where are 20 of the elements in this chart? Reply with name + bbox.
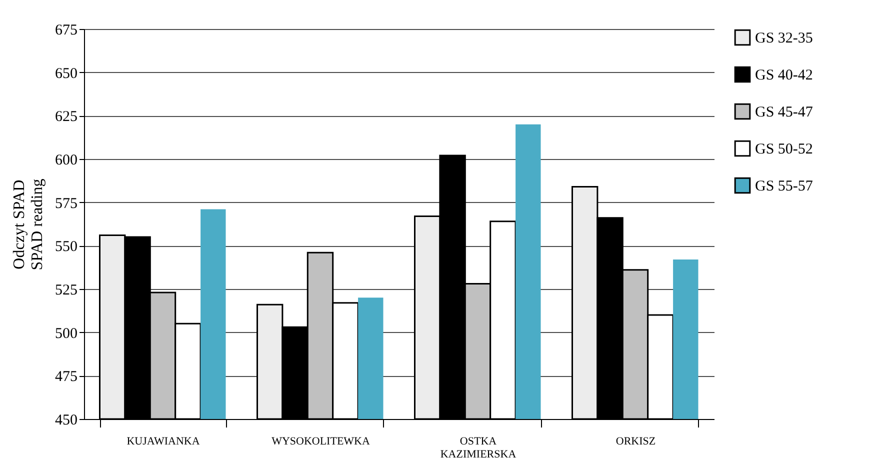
- legend-label: GS 45-47: [755, 104, 814, 120]
- y-tick-label: 475: [55, 369, 78, 386]
- y-tick-label: 650: [55, 66, 78, 82]
- y-tick-label: 450: [55, 412, 78, 428]
- y-tick-label: 550: [55, 239, 78, 256]
- y-axis-title: Odczyt SPAD SPAD reading: [11, 178, 46, 270]
- y-tick-label: 675: [55, 22, 78, 38]
- x-tick-label: WYSOKOLITEWKA: [272, 436, 370, 448]
- legend-label: GS 32-35: [755, 30, 813, 46]
- y-tick-label: 575: [55, 196, 78, 212]
- y-tick-label: 600: [55, 152, 78, 168]
- legend-label: GS 40-42: [755, 68, 813, 84]
- y-tick-label: 525: [55, 282, 78, 298]
- x-tick-label: KUJAWIANKA: [126, 436, 200, 448]
- y-tick-label: 500: [55, 326, 78, 342]
- legend-label: GS 50-52: [755, 142, 813, 158]
- x-tick-label: OSTKA KAZIMIERSKA: [440, 436, 516, 460]
- y-tick-label: 625: [55, 109, 78, 126]
- x-tick-label: ORKISZ: [616, 436, 656, 448]
- legend-label: GS 55-57: [755, 178, 814, 194]
